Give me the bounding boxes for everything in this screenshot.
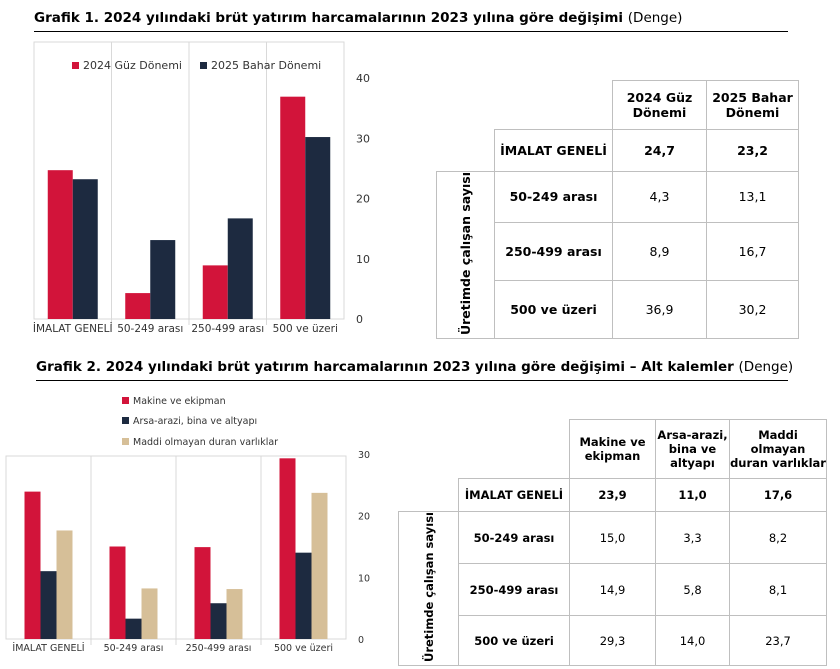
chart2-legend-label: Arsa-arazi, bina ve altyapı: [133, 416, 257, 427]
chart1-legend-swatch: [72, 62, 79, 69]
chart2-category-label: 500 ve üzeri: [274, 643, 333, 654]
table2-general-label: İMALAT GENELİ: [458, 478, 570, 512]
table2-group-cell: Üretimde çalışan sayısı: [398, 511, 459, 666]
chart2-category-label: İMALAT GENELİ: [12, 643, 84, 654]
chart1-category-label: 50-249 arası: [117, 323, 183, 335]
table2-cell: 5,8: [655, 563, 730, 617]
table2-general-value-1: 23,9: [569, 478, 656, 512]
chart2-bar: [141, 588, 158, 639]
table2-header-col1: Makine ve ekipman: [569, 419, 656, 479]
table1-general-label: İMALAT GENELİ: [494, 129, 613, 172]
chart1-legend-swatch: [200, 62, 207, 69]
chart1-title-paren: (Denge): [627, 10, 683, 26]
table1-cell: 8,9: [612, 221, 707, 281]
chart1-bar: [280, 96, 306, 320]
table2-row-label: 500 ve üzeri: [458, 615, 570, 666]
chart1-bar: [150, 240, 176, 319]
table1-group-label: Üretimde çalışan sayısı: [458, 172, 473, 336]
chart1-title-rule: [34, 31, 788, 32]
chart1-ytick-label: 40: [356, 72, 370, 85]
chart2-bar: [295, 552, 312, 639]
chart2-legend-label: Maddi olmayan duran varlıklar: [133, 437, 278, 448]
chart1-ytick-label: 30: [356, 132, 370, 145]
chart2-legend-swatch: [122, 438, 129, 445]
chart2-title-paren: (Denge): [738, 359, 794, 375]
chart2-category-label: 50-249 arası: [104, 643, 164, 654]
chart1-title-text: Grafik 1. 2024 yılındaki brüt yatırım ha…: [34, 10, 624, 26]
chart2-bar: [125, 618, 142, 639]
table2-cell: 23,7: [729, 615, 827, 666]
chart2-bar: [194, 547, 211, 639]
chart2-bar: [226, 589, 243, 639]
table1-row-label: 50-249 arası: [494, 171, 613, 223]
chart1-bar: [125, 293, 151, 319]
chart1-ytick-label: 0: [356, 313, 363, 326]
chart2-title-rule: [36, 380, 788, 381]
table1-general-value-1: 24,7: [612, 129, 707, 172]
chart1-bar: [305, 137, 331, 319]
chart2-ytick-label: 0: [358, 635, 364, 646]
table1-general-value-2: 23,2: [706, 129, 799, 172]
table2-cell: 14,0: [655, 615, 730, 666]
table1-group-cell: Üretimde çalışan sayısı: [436, 170, 495, 340]
table2-cell: 29,3: [569, 615, 656, 666]
table1: 2024 Güz Dönemi 2025 Bahar Dönemi İMALAT…: [436, 80, 799, 340]
chart1-category-label: 500 ve üzeri: [273, 323, 338, 335]
table2-row-label: 50-249 arası: [458, 510, 570, 565]
chart2-bar: [109, 546, 126, 639]
chart2-bar: [279, 458, 296, 639]
table1-row-label: 250-499 arası: [494, 221, 613, 281]
table2: Makine ve ekipman Arsa-arazi, bina ve al…: [398, 419, 827, 666]
chart2-title-text: Grafik 2. 2024 yılındaki brüt yatırım ha…: [36, 359, 734, 375]
chart1-legend-label: 2025 Bahar Dönemi: [211, 59, 321, 72]
table2-cell: 15,0: [569, 510, 656, 565]
chart1-category-label: 250-499 arası: [191, 323, 264, 335]
table2-cell: 8,2: [729, 510, 827, 565]
chart2-bar: [210, 603, 227, 639]
table1-cell: 16,7: [706, 221, 799, 281]
table1-cell: 4,3: [612, 171, 707, 223]
chart1-title: Grafik 1. 2024 yılındaki brüt yatırım ha…: [34, 10, 682, 26]
table2-cell: 3,3: [655, 510, 730, 565]
chart2-legend-label: Makine ve ekipman: [133, 396, 226, 407]
table1-cell: 30,2: [706, 279, 799, 340]
table1-cell: 13,1: [706, 171, 799, 223]
table2-row-label: 250-499 arası: [458, 563, 570, 617]
table2-cell: 14,9: [569, 563, 656, 617]
chart1-bar: [72, 179, 98, 319]
chart2-bar: [56, 530, 73, 639]
table2-header-col3: Maddi olmayan duran varlıklar: [729, 419, 827, 479]
chart2-ytick-label: 30: [358, 450, 370, 461]
chart1-bar: [47, 170, 73, 319]
table1-header-col1: 2024 Güz Dönemi: [612, 80, 707, 130]
chart2-legend-swatch: [122, 397, 129, 404]
chart2-bar: [24, 491, 41, 639]
table2-header-col2: Arsa-arazi, bina ve altyapı: [655, 419, 730, 479]
chart1-category-label: İMALAT GENELİ: [33, 322, 113, 335]
chart1-legend-label: 2024 Güz Dönemi: [83, 59, 182, 72]
chart1-ytick-label: 10: [356, 253, 370, 266]
chart2-category-label: 250-499 arası: [186, 643, 252, 654]
chart2-bar: [311, 492, 328, 639]
table2-group-label: Üretimde çalışan sayısı: [421, 512, 436, 662]
chart2-ytick-label: 10: [358, 573, 370, 584]
table1-cell: 36,9: [612, 279, 707, 340]
table2-general-value-3: 17,6: [729, 478, 827, 512]
chart2-bar: [40, 571, 57, 639]
table2-cell: 8,1: [729, 563, 827, 617]
table1-header-col2: 2025 Bahar Dönemi: [706, 80, 799, 130]
table2-general-value-2: 11,0: [655, 478, 730, 512]
chart1-bar: [202, 265, 228, 319]
chart2-ytick-label: 20: [358, 512, 370, 523]
chart2-legend-swatch: [122, 417, 129, 424]
chart1-ytick-label: 20: [356, 193, 370, 206]
chart1-bar: [227, 218, 253, 319]
chart2-title: Grafik 2. 2024 yılındaki brüt yatırım ha…: [36, 359, 793, 375]
table1-row-label: 500 ve üzeri: [494, 279, 613, 340]
